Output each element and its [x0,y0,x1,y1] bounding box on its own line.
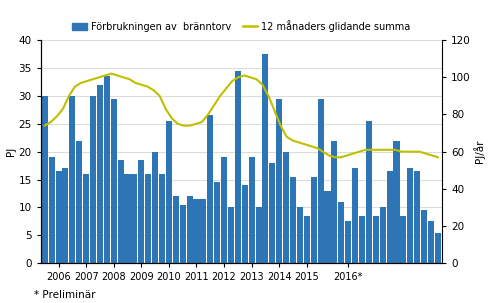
Bar [187,196,192,263]
Bar [117,160,124,263]
Bar [69,96,76,263]
Bar [55,171,61,263]
Bar [97,85,103,263]
Bar [248,157,255,263]
Bar [152,152,158,263]
Bar [352,168,358,263]
Bar [49,157,55,263]
Bar [269,163,275,263]
Bar [338,202,344,263]
Y-axis label: PJ/år: PJ/år [473,140,486,163]
Text: * Preliminär: * Preliminär [34,290,96,300]
Bar [83,174,89,263]
Bar [435,233,441,263]
Bar [331,141,337,263]
Bar [180,205,186,263]
Bar [407,168,413,263]
Bar [386,171,393,263]
Bar [304,216,310,263]
Bar [276,99,282,263]
Bar [110,99,117,263]
Bar [297,208,303,263]
Bar [345,221,351,263]
Bar [173,196,179,263]
Y-axis label: PJ: PJ [5,147,16,156]
Bar [228,208,234,263]
Bar [311,177,317,263]
Bar [400,216,407,263]
Bar [42,96,48,263]
Bar [283,152,289,263]
Bar [325,191,330,263]
Bar [62,168,68,263]
Bar [414,171,420,263]
Bar [159,174,165,263]
Bar [373,216,379,263]
Bar [380,208,386,263]
Bar [359,216,365,263]
Bar [145,174,151,263]
Bar [138,160,144,263]
Legend: Förbrukningen av  bränntorv, 12 månaders glidande summa: Förbrukningen av bränntorv, 12 månaders … [68,16,414,36]
Bar [318,99,324,263]
Bar [76,141,82,263]
Bar [166,121,172,263]
Bar [193,199,199,263]
Bar [421,210,427,263]
Bar [200,199,206,263]
Bar [393,141,400,263]
Bar [104,76,110,263]
Bar [125,174,131,263]
Bar [221,157,227,263]
Bar [235,71,241,263]
Bar [366,121,372,263]
Bar [90,96,96,263]
Bar [242,185,248,263]
Bar [132,174,137,263]
Bar [428,221,434,263]
Bar [207,115,213,263]
Bar [290,177,296,263]
Bar [262,54,269,263]
Bar [255,208,262,263]
Bar [214,182,220,263]
